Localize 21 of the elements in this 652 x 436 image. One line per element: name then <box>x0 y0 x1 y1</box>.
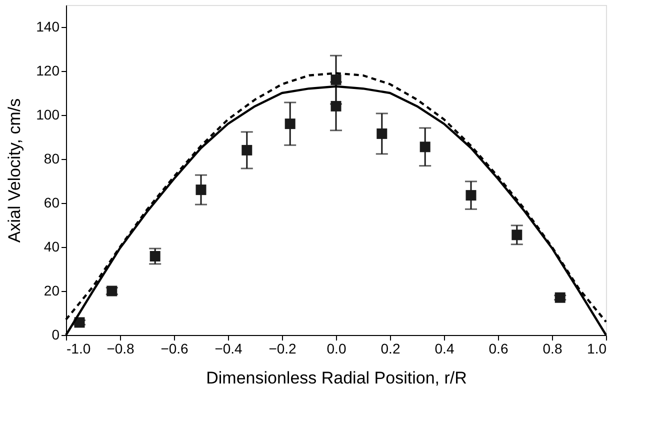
x-tick-label: 1.0 <box>587 340 607 356</box>
x-tick-label: 0.8 <box>542 340 562 356</box>
x-tick-label: -1.0 <box>66 340 91 356</box>
y-tick-label: 60 <box>44 194 60 210</box>
x-tick-label: 0.6 <box>488 340 508 356</box>
y-tick-label: 0 <box>52 326 60 342</box>
y-tick-label: 140 <box>36 18 60 34</box>
y-tick-label: 40 <box>44 238 60 254</box>
x-tick-label: −0.6 <box>160 340 189 356</box>
y-tick-label: 20 <box>44 282 60 298</box>
x-tick-label: 0.0 <box>326 340 346 356</box>
x-axis-title: Dimensionless Radial Position, r/R <box>206 368 467 388</box>
y-axis-title: Axial Velocity, cm/s <box>5 98 24 243</box>
y-tick-label: 80 <box>44 150 60 166</box>
y-tick-label: 100 <box>36 106 60 122</box>
x-tick-label: 0.2 <box>380 340 400 356</box>
x-tick-label: −0.4 <box>214 340 243 356</box>
y-tick-label: 120 <box>36 62 60 78</box>
x-tick-label: −0.2 <box>268 340 297 356</box>
x-tick-label: 0.4 <box>434 340 454 356</box>
x-tick-label: −0.8 <box>106 340 135 356</box>
